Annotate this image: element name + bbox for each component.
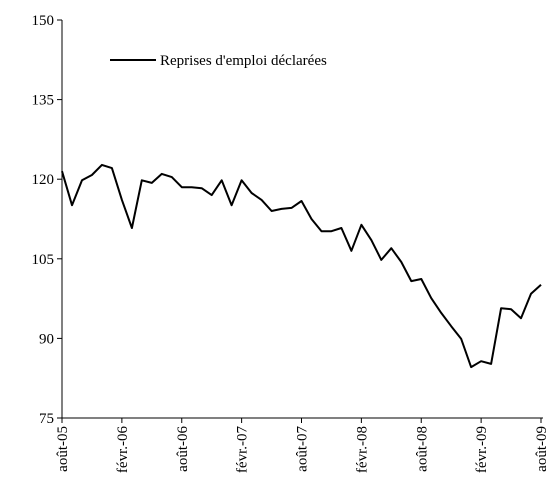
x-tick-label: août-05	[55, 426, 71, 472]
y-tick-label: 150	[32, 13, 55, 29]
y-tick-label: 120	[32, 172, 55, 188]
x-tick-label: août-07	[295, 426, 311, 472]
series-line	[61, 163, 542, 369]
x-tick-label: févr.-09	[474, 426, 490, 473]
y-tick-label: 105	[32, 252, 55, 268]
y-tick-label: 135	[32, 93, 55, 109]
x-tick-label: août-08	[414, 426, 430, 472]
x-tick-label: févr.-08	[354, 426, 370, 473]
x-tick-label: févr.-07	[235, 426, 251, 474]
legend-label: Reprises d'emploi déclarées	[160, 53, 327, 69]
x-tick-label: août-06	[175, 426, 191, 472]
y-tick-label: 75	[39, 411, 54, 427]
x-tick-label: août-09	[534, 426, 550, 472]
x-tick-label: févr.-06	[115, 426, 131, 474]
y-tick-label: 90	[39, 331, 54, 347]
